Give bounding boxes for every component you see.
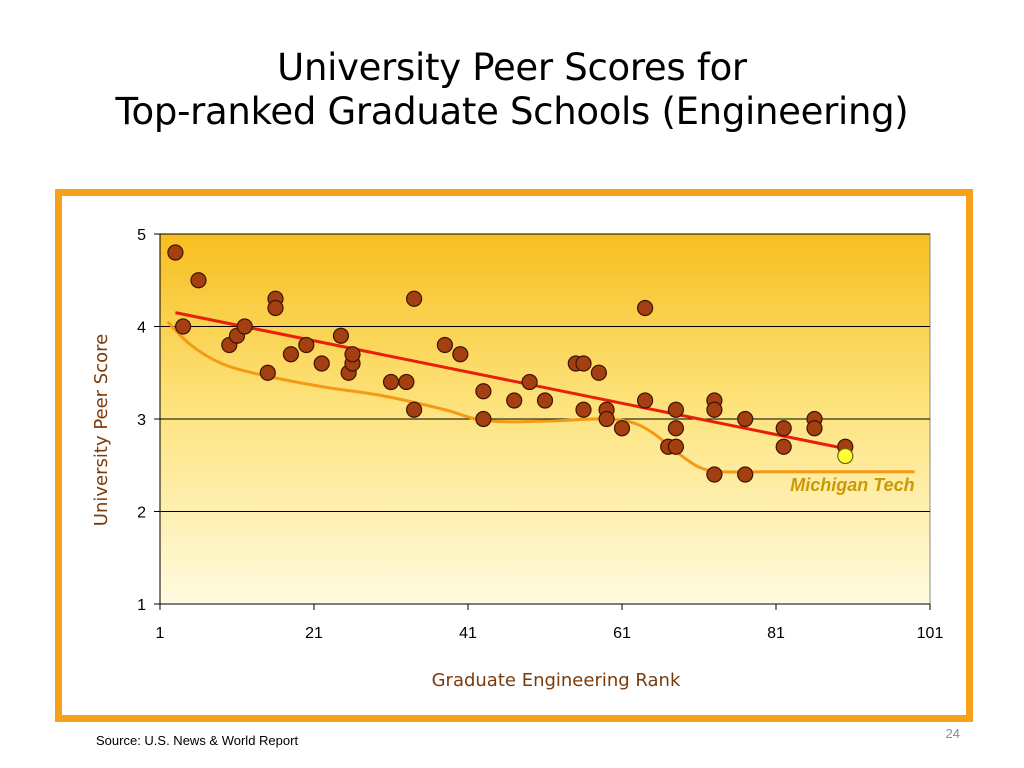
y-tick-label-5: 5 [137,227,146,244]
data-point [775,438,792,455]
data-point [521,373,538,391]
data-point [406,290,423,307]
data-point [298,336,315,354]
x-tick-label-21: 21 [305,625,323,642]
source-note: Source: U.S. News & World Report [96,733,299,748]
x-tick-label-101: 101 [917,625,944,642]
axes [154,233,931,610]
data-point [536,392,554,409]
highlight-point-michigan-tech [837,447,854,465]
x-tick-label-81: 81 [767,625,785,642]
data-point [475,410,492,428]
data-point [667,401,685,418]
data-point [598,410,615,428]
data-points [167,244,854,483]
grid-lines [160,233,930,512]
data-point [636,299,654,317]
y-tick-label-2: 2 [137,505,146,522]
data-point [667,438,685,455]
slide-title-line-1: University Peer Scores for [277,46,747,89]
data-point [332,327,350,344]
linear-trend-line [175,311,846,451]
annotation-michigan-tech: Michigan Tech [790,475,914,495]
data-point [667,420,685,437]
data-point [313,355,330,372]
data-point [506,392,523,409]
data-point [406,401,423,418]
y-tick-label-4: 4 [137,320,146,337]
x-axis-title: Graduate Engineering Rank [432,670,681,691]
y-axis-title: University Peer Score [91,334,112,526]
slide-title: University Peer Scores for Top-ranked Gr… [0,46,1024,134]
data-point [282,346,299,363]
data-point [475,383,492,400]
axis-labels: 1 2 3 4 5 1 21 41 61 81 101 [137,227,943,642]
data-point [267,299,284,317]
data-point [236,318,253,335]
data-point [706,466,723,483]
data-point [706,401,723,418]
data-point [436,336,453,354]
page-number: 24 [945,726,960,741]
data-point [806,420,823,437]
data-point [737,410,754,428]
data-point [382,373,400,391]
data-point [737,466,754,483]
data-point [167,244,184,261]
data-point [613,420,631,437]
data-point [398,373,415,391]
data-point [775,420,792,437]
data-point [452,346,469,363]
y-tick-label-3: 3 [137,412,146,429]
y-tick-label-1: 1 [137,597,146,614]
data-point [175,318,192,335]
x-tick-label-41: 41 [459,625,477,642]
x-tick-label-61: 61 [613,625,631,642]
x-tick-label-1: 1 [156,625,165,642]
slide-title-line-2: Top-ranked Graduate Schools (Engineering… [115,90,909,133]
data-point [259,364,276,381]
data-point [636,392,654,409]
data-point [590,364,608,381]
data-point [344,346,361,363]
data-point [575,355,592,372]
data-point [190,272,207,289]
data-point [575,401,592,418]
